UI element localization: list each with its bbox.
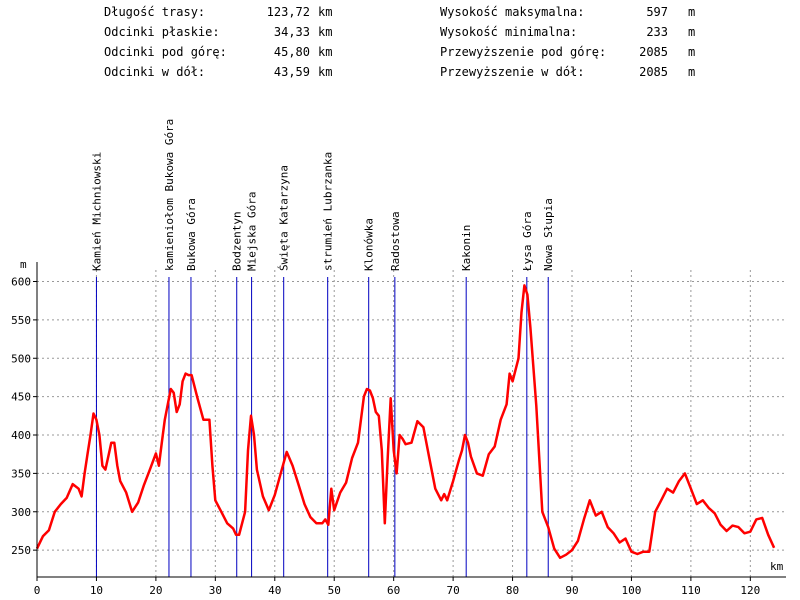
stat-max-elevation-value: 597 [646,5,668,19]
x-tick-label: 40 [268,584,281,597]
stat-route-length-label: Długość trasy: [104,5,205,19]
stat-total-ascent-value: 2085 [639,45,668,59]
x-tick-label: 50 [328,584,341,597]
x-tick-label: 30 [209,584,222,597]
waypoints: Kamień Michniowski kamieniołom Bukowa Gór… [90,119,555,577]
waypoint-label: Bodzentyn [231,211,244,271]
stat-uphill-label: Odcinki pod górę: [104,45,227,59]
x-tick-label: 100 [622,584,642,597]
stat-flat-unit: km [318,25,332,39]
x-tick-label: 80 [506,584,519,597]
x-tick-label: 10 [90,584,103,597]
y-axis-label: m [20,258,27,271]
x-tick-label: 0 [34,584,41,597]
waypoint-label: kamieniołom Bukowa Góra [163,119,176,271]
waypoint-label: Miejska Góra [246,192,259,271]
y-tick-label: 350 [11,467,31,480]
x-axis-label: km [770,560,784,573]
x-tick-label: 60 [387,584,400,597]
x-tick-label: 70 [446,584,459,597]
stat-downhill-label: Odcinki w dół: [104,65,205,79]
y-tick-label: 600 [11,276,31,289]
stat-route-length-unit: km [318,5,332,19]
stat-total-descent-unit: m [688,65,695,79]
stat-total-descent-label: Przewyższenie w dół: [440,65,585,79]
waypoint-label: strumień Lubrzanka [322,152,335,271]
stat-min-elevation-unit: m [688,25,695,39]
stat-uphill-unit: km [318,45,332,59]
waypoint-label: Nowa Słupia [542,198,555,271]
stat-min-elevation-value: 233 [646,25,668,39]
x-tick-label: 120 [740,584,760,597]
x-tick-label: 20 [149,584,162,597]
stat-max-elevation-unit: m [688,5,695,19]
waypoint-label: Kakonin [460,225,473,271]
stat-flat-label: Odcinki płaskie: [104,25,220,39]
waypoint-label: Klonówka [363,218,376,271]
y-tick-label: 500 [11,352,31,365]
stat-total-descent-value: 2085 [639,65,668,79]
y-tick-label: 550 [11,314,31,327]
series [35,284,776,560]
waypoint-label: Kamień Michniowski [90,152,103,271]
stat-uphill-value: 45,80 [274,45,310,59]
waypoint-label: Radostowa [389,211,402,271]
stat-downhill-value: 43,59 [274,65,310,79]
route-stats: Długość trasy: 123,72 km Odcinki płaskie… [104,5,695,79]
waypoint-label: Łysa Góra [521,211,534,272]
x-tick-label: 110 [681,584,701,597]
y-tick-label: 250 [11,544,31,557]
y-tick-label: 450 [11,391,31,404]
stat-total-ascent-label: Przewyższenie pod górę: [440,45,606,59]
stat-total-ascent-unit: m [688,45,695,59]
stat-route-length-value: 123,72 [267,5,310,19]
stat-downhill-unit: km [318,65,332,79]
x-tick-label: 90 [565,584,578,597]
waypoint-label: Bukowa Góra [185,198,198,271]
stat-min-elevation-label: Wysokość minimalna: [440,25,577,39]
axes: 250 300 350 400 450 500 550 600 0 10 20 30 40 50 60 70 8… [11,258,786,597]
y-tick-label: 300 [11,506,31,519]
waypoint-label: Święta Katarzyna [278,165,291,271]
elevation-profile-line [35,284,776,560]
stat-flat-value: 34,33 [274,25,310,39]
y-tick-label: 400 [11,429,31,442]
grid [37,270,786,577]
stat-max-elevation-label: Wysokość maksymalna: [440,5,585,19]
